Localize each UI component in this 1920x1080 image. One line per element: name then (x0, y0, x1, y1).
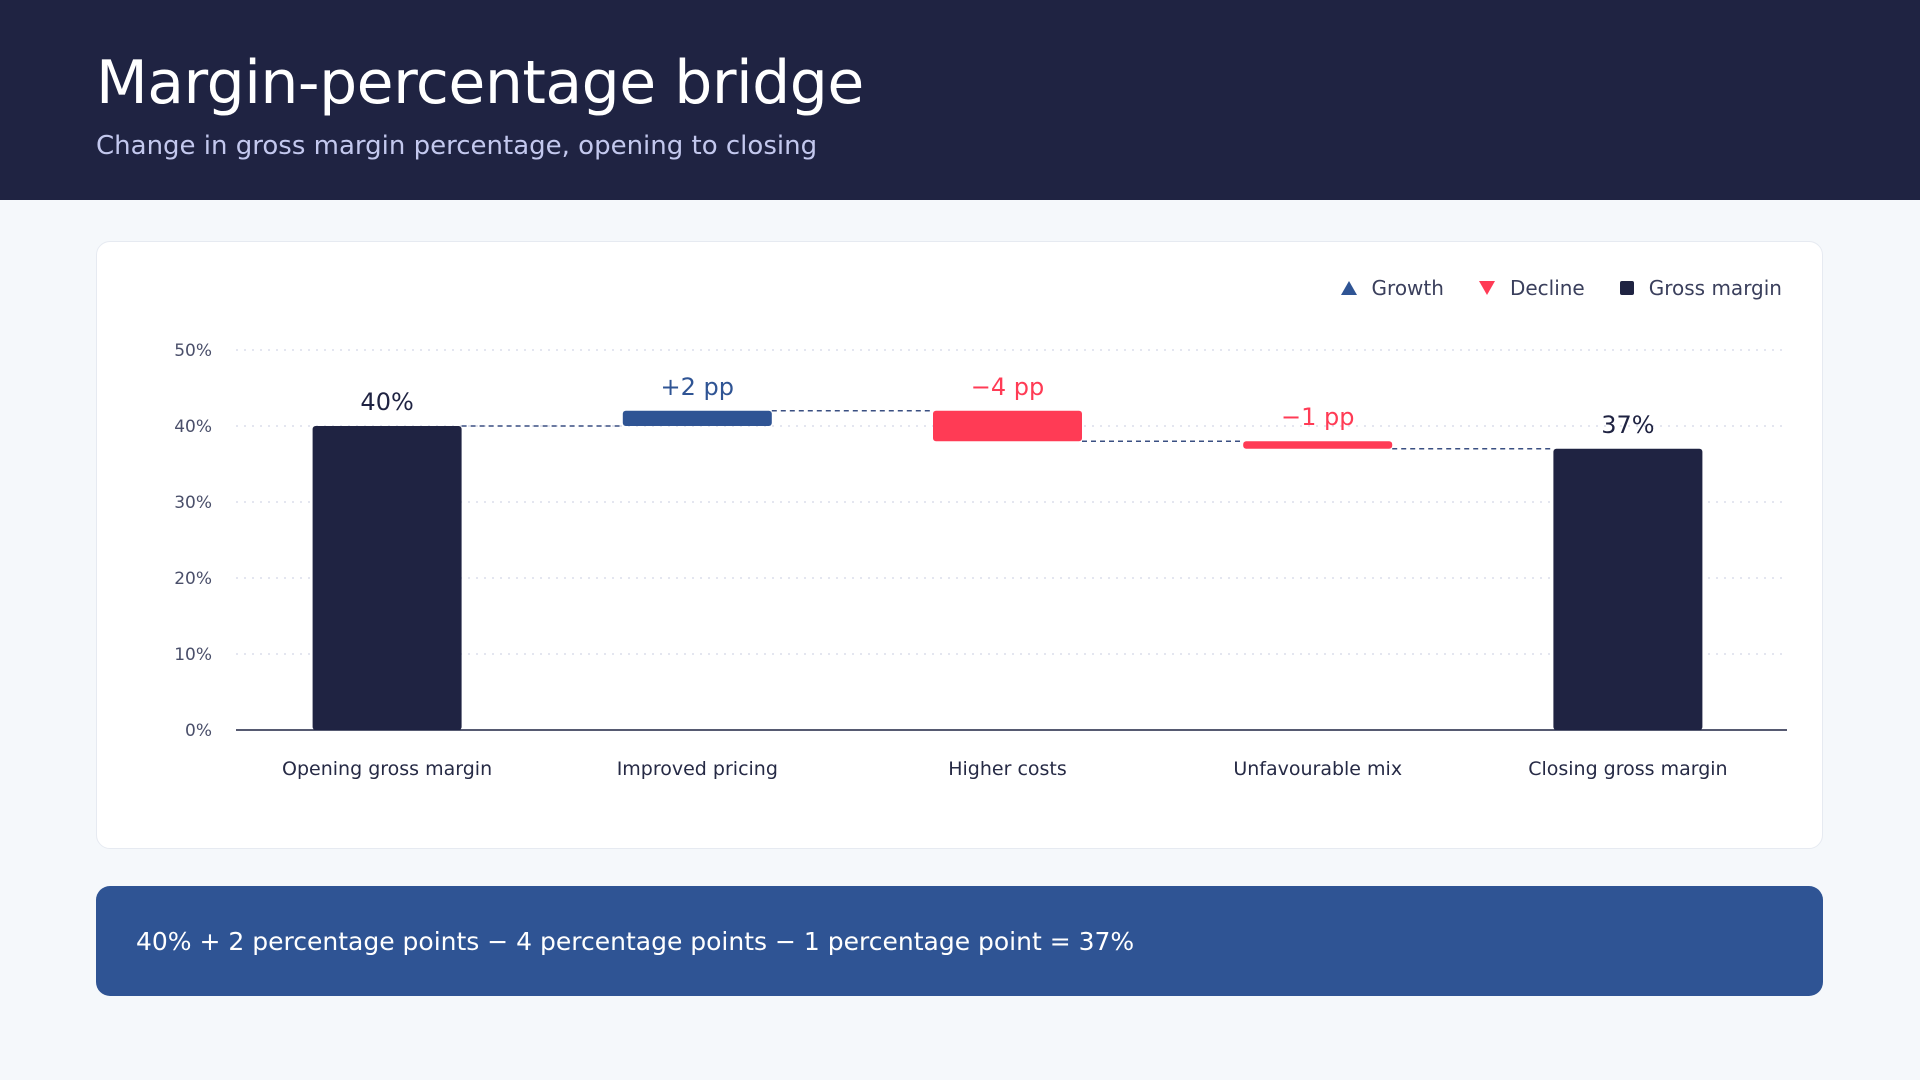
legend-label-growth: Growth (1371, 276, 1444, 300)
page-title: Margin-percentage bridge (96, 48, 864, 118)
legend-label-total: Gross margin (1648, 276, 1782, 300)
square-icon (1619, 281, 1634, 295)
formula-text: 40% + 2 percentage points − 4 percentage… (136, 926, 1135, 956)
formula-banner: 40% + 2 percentage points − 4 percentage… (96, 886, 1823, 996)
chart-card: Growth Decline Gross margin 0% 10% 20% 30% 4… (96, 241, 1823, 849)
legend-item-total: Gross margin (1619, 276, 1782, 300)
x-category-label: Unfavourable mix (1233, 758, 1402, 780)
bar-total (312, 426, 462, 730)
data-label: +2 pp (661, 373, 734, 401)
x-category-label: Opening gross margin (282, 758, 492, 780)
y-tick-label: 40% (174, 417, 212, 437)
data-label: −1 pp (1281, 403, 1354, 431)
y-tick-label: 30% (174, 493, 212, 513)
bar-total (1553, 448, 1703, 730)
y-tick-label: 0% (185, 721, 212, 741)
bar-decline (933, 410, 1082, 442)
data-label: 37% (1601, 411, 1654, 439)
x-category-label: Higher costs (948, 758, 1067, 780)
triangle-down-icon (1478, 281, 1495, 295)
waterfall-chart: 0% 10% 20% 30% 40% 50% 40% +2 pp −4 pp −1 pp 37% Op… (174, 341, 1787, 780)
chart-legend: Growth Decline Gross margin (1340, 276, 1782, 300)
legend-label-decline: Decline (1509, 276, 1585, 300)
y-tick-label: 50% (174, 341, 212, 361)
header-banner: Margin-percentage bridge Change in gross… (0, 0, 1920, 200)
x-category-label: Improved pricing (617, 758, 778, 780)
triangle-up-icon (1340, 281, 1357, 295)
legend-item-growth: Growth (1340, 276, 1444, 300)
data-label: 40% (360, 388, 413, 416)
legend-item-decline: Decline (1478, 276, 1585, 300)
y-tick-label: 10% (174, 645, 212, 665)
data-label: −4 pp (971, 373, 1044, 401)
bar-decline (1243, 441, 1393, 449)
y-tick-label: 20% (174, 569, 212, 589)
page-subtitle: Change in gross margin percentage, openi… (96, 131, 818, 161)
bar-growth (622, 410, 772, 426)
x-category-label: Closing gross margin (1528, 758, 1727, 780)
